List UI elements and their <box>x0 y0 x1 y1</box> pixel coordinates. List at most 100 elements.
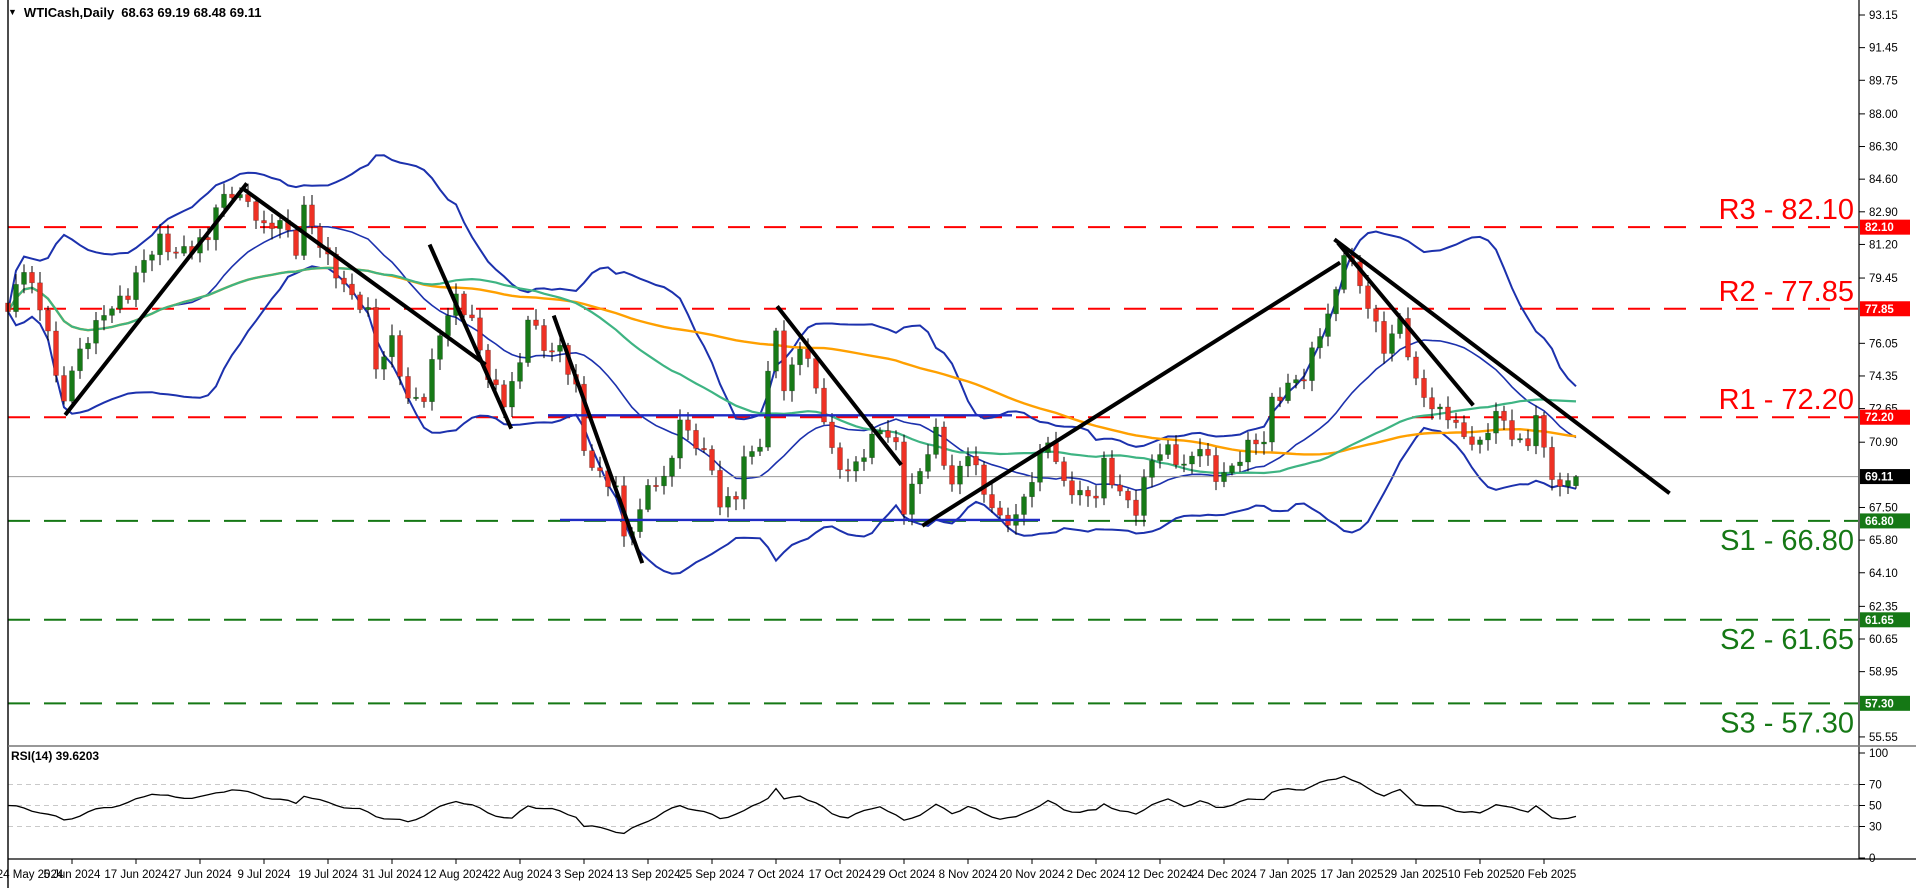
horizontal-rays[interactable] <box>548 414 1040 522</box>
candlesticks <box>5 183 1579 547</box>
date-tick-label: 22 Aug 2024 <box>488 869 553 881</box>
candle-bullish <box>1149 460 1155 478</box>
rsi-indicator-label: RSI(14) 39.6203 <box>11 749 100 763</box>
price-badge <box>1860 612 1910 628</box>
candle-bearish <box>1373 308 1379 322</box>
rsi-tick-label: 100 <box>1869 748 1888 760</box>
date-tick-label: 5 Jun 2024 <box>44 869 102 881</box>
trendline-7[interactable] <box>1333 237 1671 495</box>
candle-bullish <box>925 454 931 472</box>
date-tick-label: 20 Nov 2024 <box>999 869 1065 881</box>
candle-bearish <box>829 421 835 448</box>
bollinger-upper <box>7 154 1577 448</box>
candle-bullish <box>1165 444 1171 455</box>
trendline-3[interactable] <box>427 243 514 430</box>
candle-bearish <box>941 426 947 466</box>
trendline-2[interactable] <box>240 185 487 367</box>
candle-bearish <box>589 450 595 468</box>
candle-bearish <box>1461 422 1467 438</box>
price-tick-label: 86.30 <box>1869 142 1898 154</box>
trendline-5[interactable] <box>775 304 903 467</box>
candle-bullish <box>1101 457 1107 499</box>
rsi-panel <box>7 775 1858 835</box>
candle-bullish <box>1517 438 1523 441</box>
date-tick-label: 3 Sep 2024 <box>555 869 614 881</box>
candle-bullish <box>1237 461 1243 467</box>
price-tick-label: 82.90 <box>1869 207 1898 219</box>
bollinger-middle <box>7 225 1577 492</box>
candle-bullish <box>117 295 123 310</box>
candle-bearish <box>341 277 347 285</box>
price-axis[interactable]: 93.15 91.45 89.75 88.00 86.30 84.60 82.90 81.20… <box>1859 10 1910 744</box>
candle-bearish <box>349 283 355 296</box>
price-tick-label: 91.45 <box>1869 43 1898 55</box>
pivot-labels[interactable]: R3 - 82.10 R2 - 77.85 R1 - 72.20 S1 - 66.80… <box>1719 194 1854 739</box>
trendline-8[interactable] <box>1336 241 1475 407</box>
candle-bullish <box>389 335 395 358</box>
candle-bearish <box>405 376 411 399</box>
candle-bearish <box>581 383 587 452</box>
pivot-label-S2[interactable]: S2 - 61.65 <box>1720 624 1854 656</box>
trendline-6[interactable] <box>921 260 1342 528</box>
pivot-label-R3[interactable]: R3 - 82.10 <box>1719 194 1854 226</box>
candle-bullish <box>965 456 971 467</box>
candle-bearish <box>1557 479 1563 487</box>
price-badge-value: 77.85 <box>1865 304 1894 316</box>
candle-bullish <box>1317 336 1323 349</box>
candle-bearish <box>1445 406 1451 421</box>
candle-bullish <box>1245 439 1251 463</box>
pivot-level-lines[interactable] <box>8 226 1858 705</box>
pivot-label-S3[interactable]: S3 - 57.30 <box>1720 707 1854 739</box>
price-badge <box>1860 219 1910 235</box>
candle-bearish <box>1453 419 1459 423</box>
candle-bullish <box>1533 415 1539 447</box>
rsi-axis[interactable]: 100 70 50 30 0 <box>1859 748 1888 865</box>
candle-bearish <box>1541 415 1547 448</box>
pivot-label-R1[interactable]: R1 - 72.20 <box>1719 384 1854 416</box>
candle-bearish <box>533 319 539 326</box>
candle-bullish <box>757 446 763 452</box>
candle-bearish <box>53 330 59 376</box>
price-tick-label: 65.80 <box>1869 535 1898 547</box>
trendline-4[interactable] <box>551 314 645 564</box>
trendline-1[interactable] <box>63 182 249 417</box>
candle-bullish <box>109 308 115 316</box>
date-tick-label: 17 Oct 2024 <box>809 869 872 881</box>
candle-bullish <box>1565 480 1571 487</box>
candle-bearish <box>541 325 547 351</box>
candle-bearish <box>461 293 467 316</box>
price-badge-value: 82.10 <box>1865 222 1894 234</box>
candle-bearish <box>893 437 899 443</box>
candle-bullish <box>1437 406 1443 410</box>
candle-bearish <box>29 272 35 284</box>
date-tick-label: 17 Jun 2024 <box>104 869 168 881</box>
candle-bearish <box>709 449 715 471</box>
triangle-down-icon[interactable]: ▼ <box>8 7 17 17</box>
date-tick-label: 29 Oct 2024 <box>873 869 936 881</box>
date-tick-label: 31 Jul 2024 <box>362 869 422 881</box>
candle-bullish <box>1325 313 1331 337</box>
pivot-label-S1[interactable]: S1 - 66.80 <box>1720 525 1854 557</box>
candle-bearish <box>1213 455 1219 482</box>
candle-bearish <box>845 469 851 472</box>
rsi-line <box>7 775 1577 835</box>
pivot-label-R2[interactable]: R2 - 77.85 <box>1719 276 1854 308</box>
candle-bullish <box>133 272 139 300</box>
candle-bullish <box>1229 465 1235 473</box>
candle-bearish <box>1173 444 1179 466</box>
price-tick-label: 81.20 <box>1869 239 1898 251</box>
candle-bullish <box>149 254 155 261</box>
candle-bearish <box>1525 438 1531 447</box>
candle-bearish <box>1205 448 1211 456</box>
candle-bullish <box>429 359 435 402</box>
candle-bearish <box>813 358 819 389</box>
trendlines[interactable] <box>63 182 1671 564</box>
price-badge-value: 57.30 <box>1865 698 1894 710</box>
candle-bullish <box>221 193 227 208</box>
candle-bullish <box>69 370 75 402</box>
candle-bearish <box>357 294 363 310</box>
price-tick-label: 84.60 <box>1869 174 1898 186</box>
candle-bullish <box>1021 496 1027 515</box>
